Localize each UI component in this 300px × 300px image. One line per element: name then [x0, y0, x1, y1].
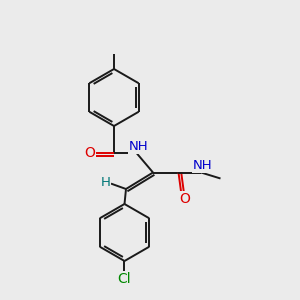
Text: Cl: Cl — [118, 272, 131, 286]
Text: O: O — [85, 146, 95, 160]
Text: H: H — [101, 176, 110, 189]
Text: NH: NH — [193, 159, 212, 172]
Text: NH: NH — [129, 140, 148, 153]
Text: O: O — [180, 192, 190, 206]
